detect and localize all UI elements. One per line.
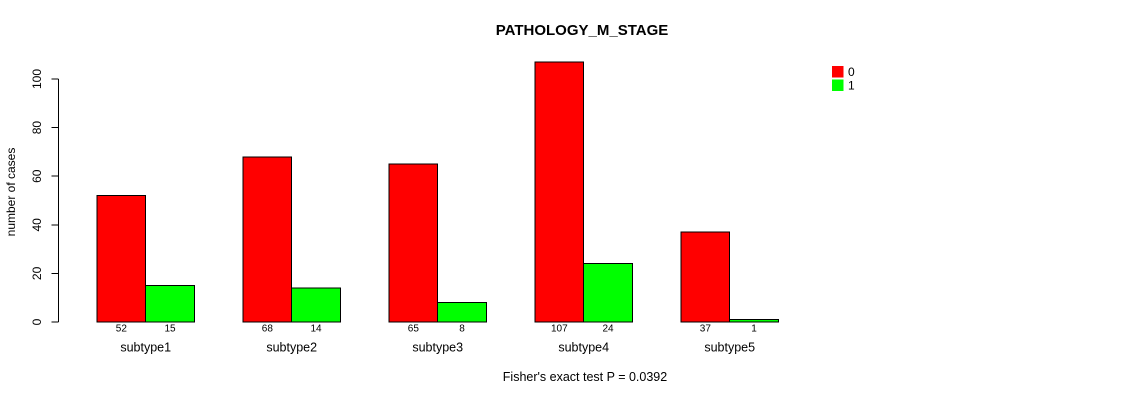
bar-value-label: 8 [459,324,465,335]
y-axis-tick-label: 0 [30,318,44,325]
bar-subtype5-series0 [680,231,731,323]
y-axis-tick-label: 60 [30,169,44,183]
y-axis-tick-label: 40 [30,218,44,232]
bars-layer: 52 15 68 14 65 8 107 24 37 1 [96,61,779,335]
bar-subtype5-series1 [729,319,779,323]
x-axis-category-label: subtype2 [266,341,317,355]
bar-value-label: 65 [408,324,420,335]
y-axis-tick-label: 100 [30,69,44,89]
bar-subtype3-series1 [437,302,487,323]
bar-subtype3-series0 [388,163,439,323]
bar-value-label: 24 [602,324,614,335]
bar-subtype2-series1 [291,287,341,323]
x-axis-labels: subtype1 subtype2 subtype3 subtype4 subtype5 [120,341,755,355]
bar-value-label: 1 [751,324,757,335]
bar-subtype2-series0 [242,156,293,323]
fisher-test-note: Fisher's exact test P = 0.0392 [503,370,667,384]
bar-value-label: 107 [551,324,568,335]
bar-subtype4-series1 [583,263,633,323]
x-axis-category-label: subtype5 [704,341,755,355]
chart-title: PATHOLOGY_M_STAGE [496,22,669,39]
bar-value-label: 68 [262,324,274,335]
bar-value-label: 52 [116,324,128,335]
bar-value-label: 14 [310,324,322,335]
bar-subtype4-series0 [534,61,585,323]
x-axis-category-label: subtype3 [412,341,463,355]
y-axis-label: number of cases [4,148,18,237]
legend-label-series1: 1 [848,79,855,93]
bar-value-label: 15 [164,324,176,335]
legend-swatch-series0 [832,66,844,78]
legend-label-series0: 0 [848,65,855,79]
x-axis-category-label: subtype4 [558,341,609,355]
legend-swatch-series1 [832,79,844,91]
bar-subtype1-series1 [145,285,195,323]
legend: 0 1 [832,65,855,93]
y-axis: 0 20 40 60 80 100 [30,69,59,325]
bar-value-label: 37 [700,324,712,335]
x-axis-category-label: subtype1 [120,341,171,355]
y-axis-tick-label: 20 [30,266,44,280]
bar-subtype1-series0 [96,195,147,323]
y-axis-tick-label: 80 [30,121,44,135]
